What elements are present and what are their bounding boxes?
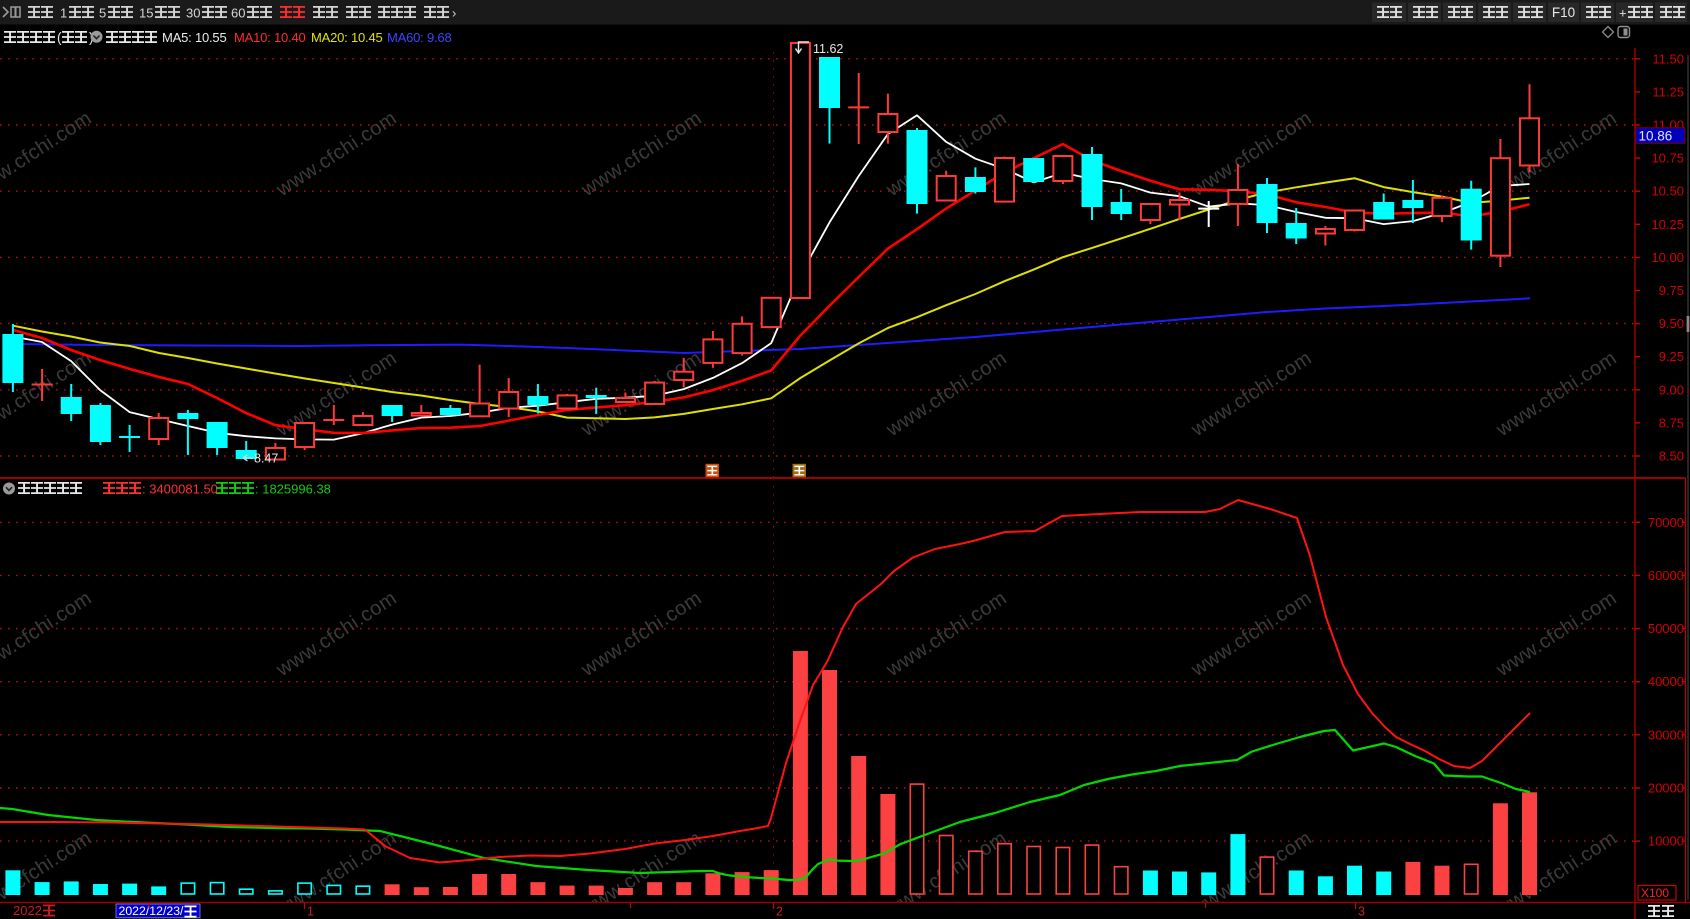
svg-text:MA20: 10.45: MA20: 10.45 bbox=[311, 30, 383, 45]
svg-text:MA60: 9.68: MA60: 9.68 bbox=[387, 30, 452, 45]
svg-text:11.62: 11.62 bbox=[813, 42, 843, 56]
svg-text:9.25: 9.25 bbox=[1659, 349, 1684, 364]
svg-text:30: 30 bbox=[186, 6, 200, 21]
svg-text:2022: 2022 bbox=[13, 903, 42, 918]
svg-text:MA5: 10.55: MA5: 10.55 bbox=[162, 30, 227, 45]
svg-text:70000: 70000 bbox=[1648, 515, 1684, 530]
svg-text:MA10: 10.40: MA10: 10.40 bbox=[234, 30, 306, 45]
svg-text:60: 60 bbox=[231, 6, 245, 21]
svg-text:8.75: 8.75 bbox=[1659, 415, 1684, 430]
svg-text:: 1825996.38: : 1825996.38 bbox=[255, 482, 331, 497]
svg-text:9.75: 9.75 bbox=[1659, 283, 1684, 298]
svg-text:9.50: 9.50 bbox=[1659, 316, 1684, 331]
svg-text:15: 15 bbox=[139, 6, 153, 21]
svg-text:11.50: 11.50 bbox=[1652, 51, 1684, 66]
svg-text:30000: 30000 bbox=[1648, 727, 1684, 742]
svg-text:8.50: 8.50 bbox=[1659, 449, 1684, 464]
svg-text:1: 1 bbox=[60, 6, 67, 21]
svg-text:(: ( bbox=[57, 30, 62, 45]
svg-text:10.75: 10.75 bbox=[1651, 151, 1684, 166]
svg-text:10000: 10000 bbox=[1648, 834, 1684, 849]
svg-text:20000: 20000 bbox=[1648, 781, 1684, 796]
svg-text:: 3400081.50: : 3400081.50 bbox=[142, 482, 218, 497]
svg-text:X100: X100 bbox=[1641, 886, 1669, 900]
svg-text:5: 5 bbox=[99, 6, 106, 21]
svg-text:1: 1 bbox=[307, 905, 314, 919]
svg-text:10.00: 10.00 bbox=[1651, 250, 1684, 265]
svg-text:40000: 40000 bbox=[1648, 674, 1684, 689]
svg-text:›: › bbox=[452, 6, 456, 21]
svg-text:2: 2 bbox=[776, 905, 783, 919]
svg-text:2022/12/23/: 2022/12/23/ bbox=[119, 904, 185, 918]
svg-text:+: + bbox=[1619, 6, 1627, 21]
svg-text:3: 3 bbox=[1358, 905, 1365, 919]
svg-text:10.50: 10.50 bbox=[1651, 184, 1684, 199]
svg-text:10.86: 10.86 bbox=[1639, 128, 1673, 143]
svg-text:8.47: 8.47 bbox=[254, 452, 278, 466]
svg-text:60000: 60000 bbox=[1648, 568, 1684, 583]
svg-text:10.25: 10.25 bbox=[1651, 217, 1684, 232]
svg-text:F10: F10 bbox=[1552, 5, 1575, 20]
svg-text:11.25: 11.25 bbox=[1652, 84, 1684, 99]
svg-text:9.00: 9.00 bbox=[1659, 382, 1684, 397]
svg-text:50000: 50000 bbox=[1648, 621, 1684, 636]
